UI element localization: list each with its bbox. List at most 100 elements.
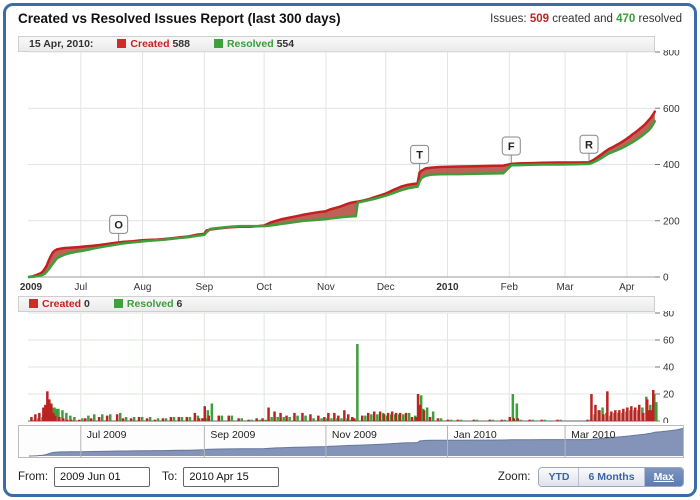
- created-bar: [323, 417, 326, 422]
- main-x-tick: Oct: [256, 282, 272, 293]
- created-bar: [337, 415, 340, 421]
- resolved-line: [27, 119, 657, 279]
- resolved-bar: [330, 418, 333, 421]
- main-x-tick: 2009: [20, 282, 43, 293]
- resolved-bar: [73, 417, 76, 422]
- created-bar: [361, 415, 364, 421]
- to-label: To:: [162, 471, 178, 483]
- flag-F[interactable]: [501, 136, 521, 156]
- created-bar: [652, 390, 655, 422]
- created-bar: [193, 412, 197, 421]
- resolved-bar: [475, 419, 479, 422]
- created-bar: [456, 419, 460, 422]
- created-bar: [378, 411, 382, 421]
- created-bar: [197, 418, 201, 421]
- flag-O[interactable]: [109, 214, 129, 234]
- zoom-ytd-button[interactable]: YTD: [539, 468, 579, 486]
- issues-resolved-word: resolved: [635, 13, 682, 25]
- legend-created: Created 588: [117, 38, 190, 50]
- resolved-bar: [431, 411, 435, 421]
- legend-resolved: Resolved 6: [113, 298, 183, 310]
- created-bar: [169, 417, 173, 422]
- created-bar: [622, 408, 625, 421]
- main-y-tick: 400: [663, 160, 680, 171]
- created-bar: [436, 418, 440, 421]
- created-bar: [247, 419, 250, 422]
- created-bar: [97, 417, 101, 422]
- resolved-bar: [449, 419, 453, 422]
- svg-text:F: F: [508, 141, 515, 153]
- created-bar: [48, 399, 51, 421]
- resolved-bar: [425, 407, 429, 421]
- main-x-tick: Nov: [317, 282, 335, 293]
- navigator-area[interactable]: [29, 428, 684, 456]
- created-bar: [626, 407, 629, 421]
- created-bar: [642, 412, 645, 421]
- created-swatch-icon: [29, 299, 38, 308]
- zoom-6months-button[interactable]: 6 Months: [578, 468, 644, 486]
- footer-controls: From: To: Zoom: YTD 6 Months Max: [0, 462, 700, 492]
- created-bar: [353, 418, 356, 421]
- zoom-label: Zoom:: [497, 471, 531, 483]
- to-date-input[interactable]: [183, 467, 280, 487]
- flag-R[interactable]: [579, 134, 599, 154]
- resolved-bar: [119, 412, 122, 421]
- main-gridlines: [28, 51, 660, 278]
- resolved-bar: [543, 419, 546, 422]
- created-bar: [54, 415, 57, 421]
- created-hover-value: 0: [84, 298, 90, 310]
- daily-chart-legend: Created 0 Resolved 6: [18, 296, 655, 312]
- legend-created: Created 0: [29, 298, 90, 310]
- created-bar: [201, 418, 205, 421]
- main-x-tick: Sep: [195, 282, 213, 293]
- created-bar: [207, 415, 210, 421]
- created-bar: [586, 419, 589, 422]
- created-bar: [89, 418, 93, 421]
- created-bar: [62, 418, 65, 421]
- resolved-bar: [210, 403, 214, 422]
- created-hover-value: 588: [172, 38, 190, 50]
- daily-y-tick: 0: [663, 417, 669, 424]
- flag-T[interactable]: [410, 144, 430, 164]
- created-bar: [386, 412, 390, 421]
- created-bar: [414, 417, 418, 422]
- created-bar: [177, 417, 181, 422]
- main-y-tick: 0: [663, 273, 669, 284]
- resolved-hover-value: 554: [276, 38, 295, 50]
- created-bar: [42, 407, 45, 421]
- daily-y-tick: 80: [663, 311, 675, 320]
- created-bar: [446, 419, 450, 422]
- timeline-navigator[interactable]: Jul 2009 Sep 2009 Nov 2009 Jan 2010 Mar 2010: [18, 425, 684, 458]
- main-chart[interactable]: 0 200 400 600 800 2009 Jul Aug Sep Oct Nov Dec 2010 F…: [0, 50, 700, 296]
- created-area: [29, 111, 655, 277]
- created-bar: [261, 418, 264, 421]
- created-bar: [161, 418, 165, 421]
- created-bar: [650, 410, 653, 421]
- navigator-label: Mar 2010: [571, 429, 616, 441]
- created-bar: [638, 404, 641, 421]
- version-flags[interactable]: O T F R: [109, 134, 599, 242]
- resolved-bar: [264, 419, 267, 422]
- resolved-swatch-icon: [113, 299, 123, 308]
- created-bar: [422, 410, 426, 421]
- resolved-bar: [101, 414, 104, 422]
- created-bar: [52, 412, 55, 421]
- zoom-max-button[interactable]: Max: [643, 468, 683, 486]
- resolved-bar: [69, 415, 72, 421]
- resolved-hover-value: 6: [176, 298, 183, 310]
- created-bar: [382, 414, 386, 422]
- created-bar: [594, 404, 597, 421]
- resolved-bar: [296, 415, 299, 421]
- resolved-bar: [503, 419, 507, 422]
- created-bar: [488, 419, 491, 422]
- created-bar: [327, 412, 330, 421]
- resolved-bar: [148, 417, 152, 422]
- main-x-tick: Mar: [556, 282, 574, 293]
- from-date-input[interactable]: [54, 467, 151, 487]
- resolved-bar: [515, 403, 519, 422]
- created-bar: [614, 410, 617, 421]
- created-bar: [58, 417, 61, 422]
- created-bar: [416, 394, 420, 421]
- daily-chart[interactable]: 0 20 40 60 80: [0, 311, 700, 423]
- resolved-bar: [180, 417, 184, 422]
